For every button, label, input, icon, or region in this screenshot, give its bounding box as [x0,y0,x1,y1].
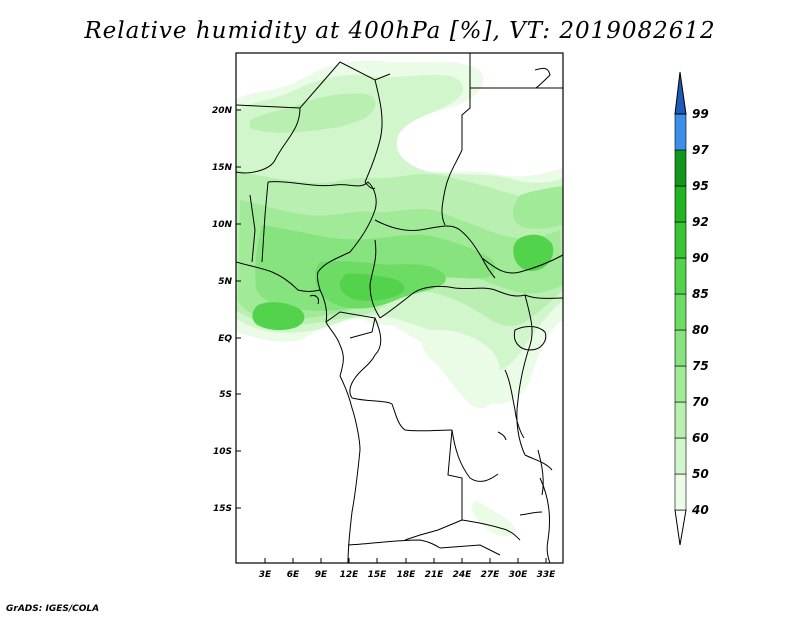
border-east-africa [516,294,533,456]
lon-tick-label: 6E [287,570,300,580]
colorbar-label: 95 [692,179,709,193]
lon-tick-label: 30E [509,570,529,580]
border-niger-libya [364,79,383,183]
colorbar-bin [674,437,687,475]
lon-tick-label: 33E [537,570,557,580]
colorbar-bin [674,257,687,295]
lon-tick-label: 3E [259,570,272,580]
lake-mweru [497,431,507,441]
humidity-field [236,60,563,537]
colorbar-label: 70 [692,395,709,409]
border-sudan-southsudan [481,254,563,274]
colorbar-label: 85 [692,287,709,301]
border-botswana [439,544,501,556]
lat-tick-label: 10S [213,447,232,457]
border-southsudan-east [524,294,563,299]
lon-tick-label: 27E [481,570,501,580]
colorbar-bin [674,185,687,223]
colorbar-label: 80 [692,323,709,337]
border-cameroon-car [369,239,381,319]
border-mali-niger [236,107,301,174]
border-benin [261,181,269,263]
lake-tanganyika [504,369,525,439]
colorbar-label: 75 [692,359,709,373]
colorbar-label: 92 [692,215,709,229]
coast-bioko [309,295,319,305]
rh-40-area-southeast [472,500,516,537]
border-angola-zambia [404,429,463,541]
border-niger-nigeria [267,181,377,211]
lake-chad [364,181,376,189]
lake-malawi [537,449,544,496]
colorbar-label: 97 [692,143,709,157]
lat-tick-label: 10N [212,220,233,230]
lat-tick-label: 15N [212,163,233,173]
colorbar-label: 60 [692,431,709,445]
border-togo [249,194,256,263]
border-nigeria-cameroon [316,209,376,291]
rh-60-area-north [250,93,376,133]
lon-tick-label: 15E [368,570,388,580]
lon-tick-label: 21E [425,570,445,580]
longitude-axis: 3E 6E 9E 12E 15E 18E 21E 24E 27E 30E 33E [259,558,556,580]
colorbar: 40 50 60 70 75 80 85 90 92 95 97 99 [674,71,709,546]
border-angola-drc [451,429,499,482]
map-frame [235,52,564,564]
lat-tick-label: 5S [219,390,232,400]
colorbar-end-low [674,509,687,546]
border-chad-sudan [441,149,463,226]
latitude-axis: 20N 15N 10N 5N EQ 5S 10S 15S [212,106,241,514]
rh-85-area-east [513,234,554,272]
lat-tick-label: 5N [218,277,232,287]
lon-tick-label: 24E [453,570,473,580]
colorbar-bin [674,149,687,187]
colorbar-label: 50 [692,467,709,481]
colorbar-label: 99 [692,107,709,121]
grads-credit: GrADS: IGES/COLA [6,604,100,614]
lon-tick-label: 12E [340,570,360,580]
colorbar-bin [674,329,687,367]
lake-victoria [513,326,547,351]
lat-tick-label: EQ [218,334,232,344]
rh-85-area-west [252,302,305,331]
border-namibia [347,539,441,549]
border-car-drc [379,285,526,319]
country-borders [236,53,563,563]
rh-85-area-central [339,273,405,301]
border-congo [349,317,382,399]
lon-tick-label: 18E [397,570,417,580]
colorbar-bin [674,365,687,403]
lat-tick-label: 20N [212,106,233,116]
border-zambia-south [461,519,521,541]
colorbar-bin [674,293,687,331]
colorbar-bin [674,473,687,511]
colorbar-label: 90 [692,251,709,265]
coastline-red-sea [534,67,551,89]
coastline-west-africa [236,261,361,563]
border-mozambique [539,477,551,563]
border-libya-chad [461,53,471,150]
rh-70-area-sudan [512,186,563,229]
colorbar-end-high [674,71,687,115]
colorbar-bin [674,113,687,151]
border-algeria-mali [236,61,391,109]
lat-tick-label: 15S [213,504,232,514]
rh-40-area-drc [421,329,502,409]
border-tanzania [524,454,553,471]
colorbar-bin [674,401,687,439]
lake-kariba [519,511,543,516]
colorbar-label: 40 [691,503,709,517]
map-title: Relative humidity at 400hPa [%], VT: 201… [84,18,716,44]
lon-tick-label: 9E [315,570,328,580]
colorbar-bin [674,221,687,259]
border-drc-west [351,397,453,432]
border-chad-car [374,219,496,279]
